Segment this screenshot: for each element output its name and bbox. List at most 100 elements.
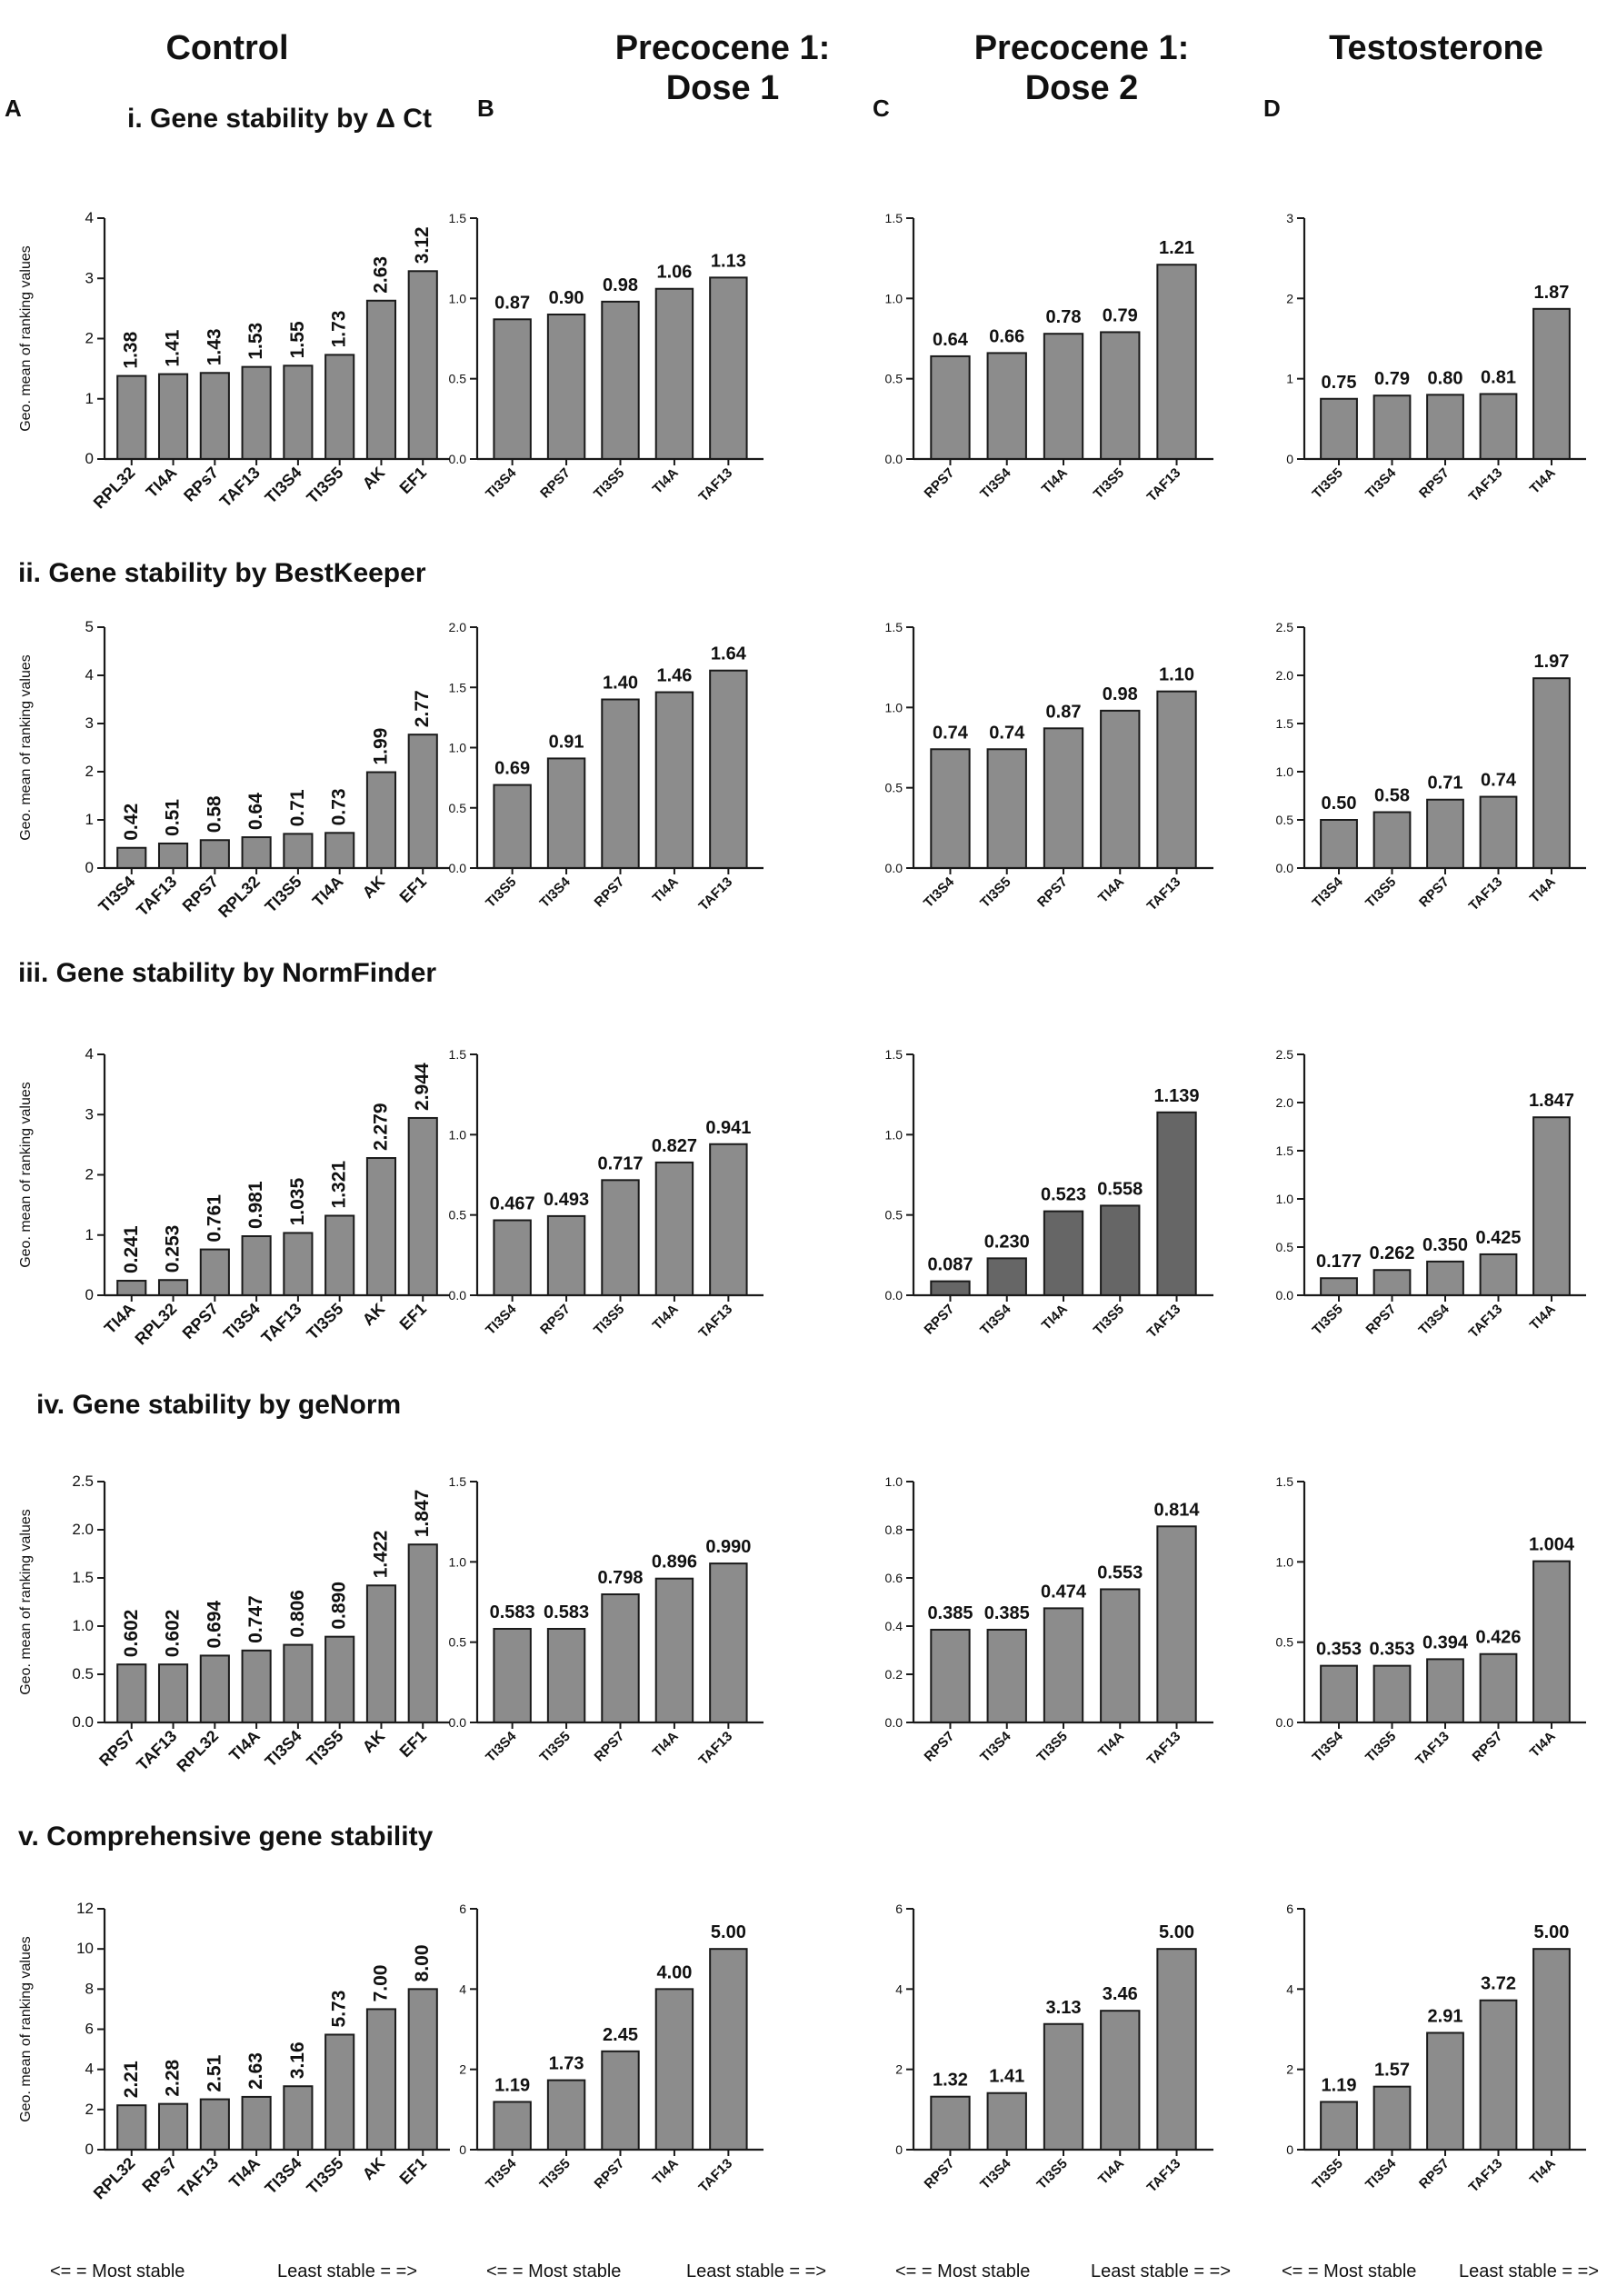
bar-ti3s4 <box>493 2101 532 2151</box>
x-tick-label: TAF13 <box>1144 874 1184 914</box>
x-tick-label: TAF13 <box>696 1729 736 1769</box>
data-label: 1.40 <box>603 674 638 694</box>
data-label: 0.827 <box>652 1136 697 1156</box>
bar-ti3s4 <box>283 2085 314 2151</box>
bar-ti3s4 <box>986 1628 1027 1723</box>
bar-ti4a <box>1532 677 1571 869</box>
x-tick-label: RPS7 <box>922 465 958 502</box>
data-label: 2.91 <box>1428 2006 1463 2026</box>
column-header-line: Dose 1 <box>666 69 780 107</box>
bar-taf13 <box>1156 1948 1197 2151</box>
y-tick-label: 1.5 <box>1276 1143 1294 1158</box>
x-tick-label: TI3S5 <box>303 1727 346 1771</box>
x-tick-label: TI4A <box>1095 1729 1127 1761</box>
y-tick-label: 1.0 <box>885 1127 903 1142</box>
data-label: 0.896 <box>652 1552 697 1572</box>
data-label: 0.583 <box>544 1602 589 1622</box>
x-tick-label: TAF13 <box>696 874 736 914</box>
bar-rps7 <box>930 1280 971 1297</box>
x-tick-label: RPS7 <box>592 874 628 911</box>
bar-ti4a <box>1532 1948 1571 2151</box>
data-label: 1.46 <box>656 666 692 686</box>
data-label: 0.241 <box>121 1225 142 1273</box>
x-tick-label: RPS7 <box>1470 1729 1506 1765</box>
x-tick-label: TI3S4 <box>921 873 958 911</box>
y-tick-label: 0.0 <box>885 1715 903 1730</box>
bar-ti3s4 <box>546 757 586 869</box>
y-tick-label: 1.5 <box>449 680 467 694</box>
x-tick-label: TI3S4 <box>95 873 138 916</box>
x-tick-label: TI4A <box>650 2156 682 2188</box>
bar-taf13 <box>709 276 748 460</box>
bar-ti4a <box>241 2095 272 2151</box>
data-label: 0.385 <box>984 1603 1030 1623</box>
y-tick-label: 0.5 <box>72 1665 94 1682</box>
bar-taf13 <box>1479 1253 1518 1296</box>
chart-r4-c1: 0.0 0.5 1.0 1.5 2.0 2.5 Geo. mean of ranking v… <box>18 1472 450 1775</box>
y-tick-label: 0.0 <box>449 1288 467 1303</box>
y-tick-label: 2 <box>85 763 94 780</box>
x-tick-label: RPS7 <box>1416 465 1452 502</box>
bar-ti4a <box>1100 1588 1141 1723</box>
bar-taf13 <box>1479 795 1518 869</box>
chart-r1-c1: 0 1 2 3 4 Geo. mean of ranking values 1.38 RPL3… <box>18 209 450 512</box>
y-tick-label: 0.5 <box>885 1208 903 1223</box>
y-tick-label: 2 <box>459 2062 466 2077</box>
y-tick-label: 2 <box>1286 2062 1293 2077</box>
data-label: 0.493 <box>544 1190 589 1210</box>
x-tick-label: RPS7 <box>95 1727 138 1770</box>
x-tick-label: TI3S5 <box>1310 2156 1346 2192</box>
data-label: 0.98 <box>603 275 638 295</box>
bar-ti3s4 <box>1320 1664 1358 1724</box>
bar-ti3s4 <box>493 318 532 460</box>
y-tick-label: 4 <box>85 2061 94 2078</box>
chart-r2-c1: 0 1 2 3 4 5 Geo. mean of ranking values 0.42 TI3… <box>18 618 450 921</box>
y-tick-label: 0.0 <box>1276 861 1294 875</box>
column-header-line: Control <box>165 29 288 67</box>
y-tick-label: 0 <box>1286 2142 1293 2157</box>
y-tick-label: 0.6 <box>885 1571 903 1585</box>
y-tick-label: 1.5 <box>449 1474 467 1489</box>
data-label: 1.06 <box>656 263 692 283</box>
y-tick-label: 6 <box>459 1902 466 1916</box>
bar-ti4a <box>1100 709 1141 869</box>
x-tick-label: TI3S4 <box>1416 1301 1453 1338</box>
footer-most-stable-0: <= = Most stable <box>50 2261 185 2281</box>
y-tick-label: 2 <box>1286 291 1293 305</box>
chart-r1-c4: 0 1 2 3 0.75 TI3S5 0.79 TI3S4 0.80 RPS7 0.81 TAF13 1… <box>1286 211 1586 504</box>
bar-ti4a <box>157 373 189 460</box>
y-tick-label: 0.0 <box>885 1288 903 1303</box>
data-label: 5.73 <box>329 1991 350 2028</box>
x-tick-label: TAF13 <box>1466 1302 1506 1342</box>
y-tick-label: 2.5 <box>72 1472 94 1490</box>
x-tick-label: TI4A <box>143 464 181 502</box>
x-tick-label: TI3S5 <box>303 464 346 507</box>
y-tick-label: 12 <box>76 1900 94 1917</box>
panel-letter-b: B <box>477 95 494 122</box>
bar-taf13 <box>1156 1111 1197 1296</box>
bar-taf13 <box>1479 1999 1518 2151</box>
panel-letter-a: A <box>5 95 22 122</box>
x-tick-label: RPS7 <box>1034 874 1071 911</box>
x-tick-label: AK <box>359 1300 389 1330</box>
bar-rps7 <box>199 372 230 461</box>
x-tick-label: TI3S5 <box>262 873 305 916</box>
y-tick-label: 0.5 <box>449 372 467 386</box>
bar-ti3s5 <box>1043 1607 1084 1724</box>
x-tick-label: TI3S5 <box>303 1300 346 1343</box>
y-tick-label: 1.0 <box>449 1127 467 1142</box>
data-label: 3.72 <box>1481 1974 1516 1994</box>
y-tick-label: 0 <box>85 1286 94 1303</box>
chart-r4-c4: 0.0 0.5 1.0 1.5 0.353 TI3S4 0.353 TI3S5 0.394 TAF… <box>1276 1474 1586 1768</box>
footer-most-stable-2: <= = Most stable <box>895 2261 1030 2281</box>
y-tick-label: 4 <box>895 1982 903 1996</box>
row-title-3: iii. Gene stability by NormFinder <box>18 958 436 988</box>
y-tick-label: 6 <box>1286 1902 1293 1916</box>
y-tick-label: 2.0 <box>1276 668 1294 683</box>
bar-rps7 <box>199 839 230 870</box>
data-label: 0.747 <box>245 1595 266 1643</box>
data-label: 0.87 <box>1046 702 1082 722</box>
y-tick-label: 0.0 <box>1276 1715 1294 1730</box>
